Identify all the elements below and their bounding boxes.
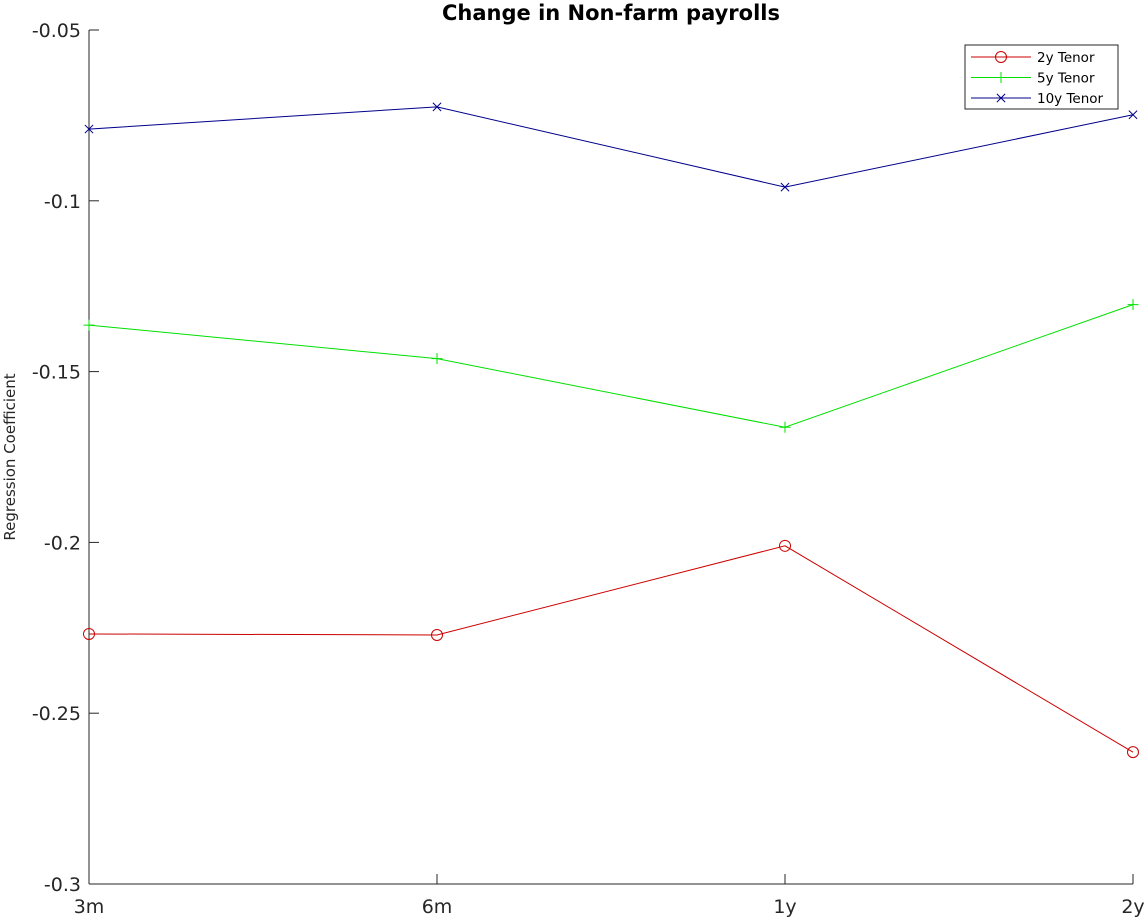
data-point <box>432 102 442 112</box>
chart-title: Change in Non-farm payrolls <box>442 1 780 25</box>
legend-label: 5y Tenor <box>1037 71 1095 87</box>
data-point <box>83 627 95 640</box>
data-point <box>431 353 443 365</box>
data-point <box>1127 746 1139 759</box>
series-line <box>88 304 1134 428</box>
data-point <box>779 421 791 433</box>
data-point <box>779 539 791 552</box>
legend-entry: 2y Tenor <box>971 50 1095 66</box>
data-point <box>996 93 1006 103</box>
y-tick-label: -0.1 <box>44 191 81 213</box>
x-ticks: 3m 6m 1y 2y <box>74 874 1145 918</box>
series-line <box>88 106 1134 188</box>
series-2y-tenor <box>83 539 1139 759</box>
series-layer <box>83 102 1139 759</box>
axes <box>88 30 1133 885</box>
y-tick-label: -0.2 <box>44 532 81 554</box>
legend-entry: 5y Tenor <box>971 71 1095 87</box>
x-tick-label: 6m <box>422 896 453 918</box>
data-point <box>995 72 1007 83</box>
data-point <box>780 182 790 192</box>
series-line <box>88 545 1134 753</box>
data-point <box>1128 110 1138 120</box>
legend-entry: 10y Tenor <box>971 91 1104 107</box>
data-point <box>995 51 1007 63</box>
legend: 2y Tenor 5y Tenor 10y Tenor <box>964 44 1119 110</box>
x-tick-label: 3m <box>74 896 105 918</box>
series-10y-tenor <box>84 102 1138 192</box>
y-tick-label: -0.15 <box>32 362 81 384</box>
data-point <box>1127 299 1139 311</box>
y-tick-label: -0.25 <box>32 703 81 725</box>
x-tick-label: 2y <box>1121 896 1144 918</box>
data-point <box>431 628 443 641</box>
y-axis-label: Regression Coefficient <box>1 373 19 540</box>
x-tick-label: 1y <box>773 896 796 918</box>
y-tick-label: -0.3 <box>44 874 81 896</box>
data-point <box>84 124 94 134</box>
y-ticks: -0.05 -0.1 -0.15 -0.2 -0.25 -0.3 <box>32 20 99 896</box>
series-5y-tenor <box>83 299 1139 433</box>
y-tick-label: -0.05 <box>32 20 81 42</box>
legend-label: 2y Tenor <box>1037 50 1095 66</box>
legend-label: 10y Tenor <box>1037 91 1104 107</box>
data-point <box>83 319 95 331</box>
